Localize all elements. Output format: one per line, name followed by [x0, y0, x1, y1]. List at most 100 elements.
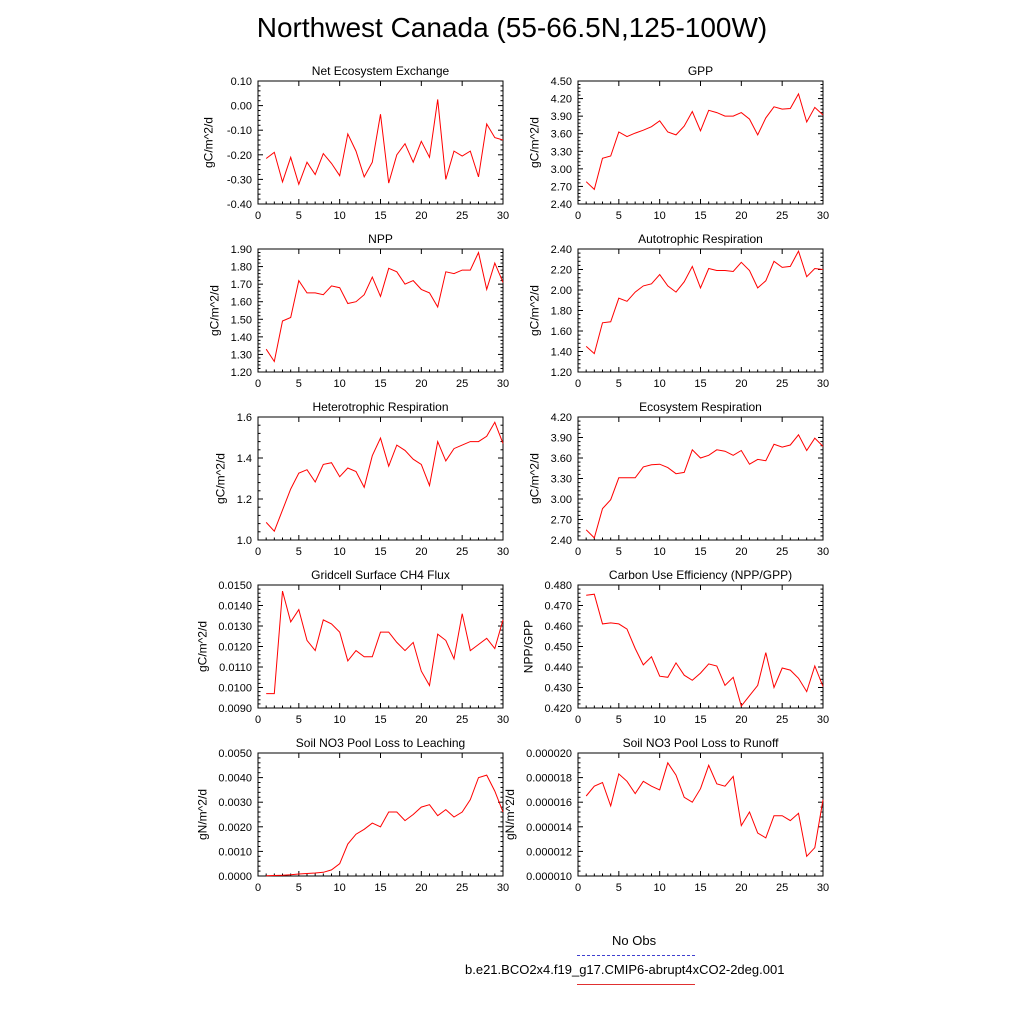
- panel-title: Autotrophic Respiration: [638, 232, 763, 246]
- y-tick-label: 2.70: [551, 181, 572, 193]
- series-line: [265, 421, 504, 533]
- y-tick-label: 0.0050: [218, 748, 252, 760]
- plot-frame: [257, 80, 504, 205]
- x-tick-label: 10: [654, 546, 666, 558]
- y-tick-label: 3.00: [551, 164, 572, 176]
- panel-2: NPP 0 5 10 15 20 25 30 1.20 1.30 1.40 1.50 1.60 1.70 1…: [208, 232, 510, 390]
- y-tick-label: 3.60: [551, 129, 572, 141]
- x-tick-label: 15: [374, 546, 386, 558]
- y-tick-label: 0.000010: [526, 871, 572, 883]
- panel-title: Soil NO3 Pool Loss to Runoff: [623, 736, 780, 750]
- x-tick-label: 30: [497, 546, 509, 558]
- y-tick-label: 1.60: [231, 297, 252, 309]
- y-tick-label: -0.40: [227, 199, 252, 211]
- x-tick-label: 30: [817, 210, 829, 222]
- y-tick-label: 1.40: [551, 347, 572, 359]
- x-tick-label: 5: [616, 210, 622, 222]
- x-tick-label: 15: [694, 546, 706, 558]
- x-tick-label: 30: [817, 546, 829, 558]
- x-tick-label: 10: [334, 378, 346, 390]
- plot-frame: [257, 248, 504, 373]
- series-line: [585, 249, 824, 355]
- x-tick-label: 10: [654, 378, 666, 390]
- x-tick-label: 0: [575, 210, 581, 222]
- y-tick-label: -0.30: [227, 174, 252, 186]
- y-tick-label: 1.90: [231, 244, 252, 256]
- y-tick-label: 0.0000: [218, 871, 252, 883]
- x-tick-label: 20: [735, 378, 747, 390]
- x-tick-label: 25: [456, 210, 468, 222]
- y-tick-label: 1.0: [237, 535, 252, 547]
- y-tick-label: 0.0090: [218, 703, 252, 715]
- x-tick-label: 15: [374, 378, 386, 390]
- x-tick-label: 5: [616, 882, 622, 894]
- x-tick-label: 30: [817, 378, 829, 390]
- x-tick-label: 25: [776, 714, 788, 726]
- y-tick-label: 0.000018: [526, 773, 572, 785]
- x-tick-label: 20: [415, 210, 427, 222]
- y-tick-label: 0.00: [231, 101, 252, 113]
- y-tick-label: 2.40: [551, 199, 572, 211]
- x-tick-label: 15: [374, 714, 386, 726]
- x-tick-label: 25: [456, 882, 468, 894]
- y-tick-label: 1.30: [231, 349, 252, 361]
- y-axis-label: gC/m^2/d: [528, 117, 542, 168]
- x-tick-label: 20: [415, 546, 427, 558]
- x-tick-label: 5: [296, 378, 302, 390]
- y-tick-label: 0.000014: [526, 822, 572, 834]
- y-tick-label: 0.10: [231, 76, 252, 88]
- panel-title: Net Ecosystem Exchange: [312, 64, 450, 78]
- page-title: Northwest Canada (55-66.5N,125-100W): [256, 12, 768, 43]
- x-tick-label: 5: [296, 714, 302, 726]
- x-tick-label: 25: [776, 378, 788, 390]
- y-tick-label: 0.0130: [218, 621, 252, 633]
- y-tick-label: 3.90: [551, 111, 572, 123]
- x-tick-label: 10: [654, 882, 666, 894]
- x-tick-label: 5: [296, 882, 302, 894]
- x-tick-label: 5: [616, 378, 622, 390]
- panel-title: Heterotrophic Respiration: [312, 400, 448, 414]
- y-tick-label: 0.000020: [526, 748, 572, 760]
- y-tick-label: 0.0040: [218, 773, 252, 785]
- plot-frame: [577, 584, 824, 709]
- y-tick-label: 3.90: [551, 433, 572, 445]
- y-axis-label: gN/m^2/d: [195, 789, 209, 840]
- x-tick-label: 10: [334, 882, 346, 894]
- panel-0: Net Ecosystem Exchange 0 5 10 15 20 25 30 -0.40 -…: [202, 64, 510, 222]
- x-tick-label: 25: [776, 882, 788, 894]
- y-tick-label: 0.0010: [218, 846, 252, 858]
- x-tick-label: 10: [334, 714, 346, 726]
- legend-model-label: b.e21.BCO2x4.f19_g17.CMIP6-abrupt4xCO2-2…: [465, 962, 785, 977]
- x-tick-label: 20: [415, 882, 427, 894]
- y-axis-label: gC/m^2/d: [202, 117, 216, 168]
- x-tick-label: 20: [735, 882, 747, 894]
- y-tick-label: 1.70: [231, 279, 252, 291]
- x-tick-label: 0: [575, 546, 581, 558]
- panel-title: Ecosystem Respiration: [639, 400, 762, 414]
- y-tick-label: 0.0140: [218, 601, 252, 613]
- y-tick-label: 1.20: [231, 367, 252, 379]
- x-tick-label: 0: [575, 378, 581, 390]
- y-tick-label: 0.0110: [219, 662, 252, 674]
- y-tick-label: 0.450: [544, 642, 572, 654]
- plot-frame: [577, 752, 824, 877]
- series-line: [266, 590, 504, 695]
- x-tick-label: 20: [735, 714, 747, 726]
- panel-7: Carbon Use Efficiency (NPP/GPP) 0 5 10 15 20 2…: [522, 568, 830, 726]
- y-tick-label: 2.00: [551, 285, 572, 297]
- y-axis-label: gN/m^2/d: [503, 789, 517, 840]
- plot-frame: [257, 752, 504, 877]
- y-tick-label: 0.430: [544, 683, 572, 695]
- x-tick-label: 20: [735, 546, 747, 558]
- panel-title: Carbon Use Efficiency (NPP/GPP): [609, 568, 792, 582]
- y-tick-label: 1.80: [231, 262, 252, 274]
- plot-frame: [257, 584, 504, 709]
- y-tick-label: 0.000016: [526, 797, 572, 809]
- y-tick-label: 1.60: [551, 326, 572, 338]
- legend-model-line: [577, 984, 695, 985]
- x-tick-label: 5: [616, 714, 622, 726]
- series-line: [585, 433, 824, 539]
- x-tick-label: 5: [296, 210, 302, 222]
- series-line: [265, 99, 504, 186]
